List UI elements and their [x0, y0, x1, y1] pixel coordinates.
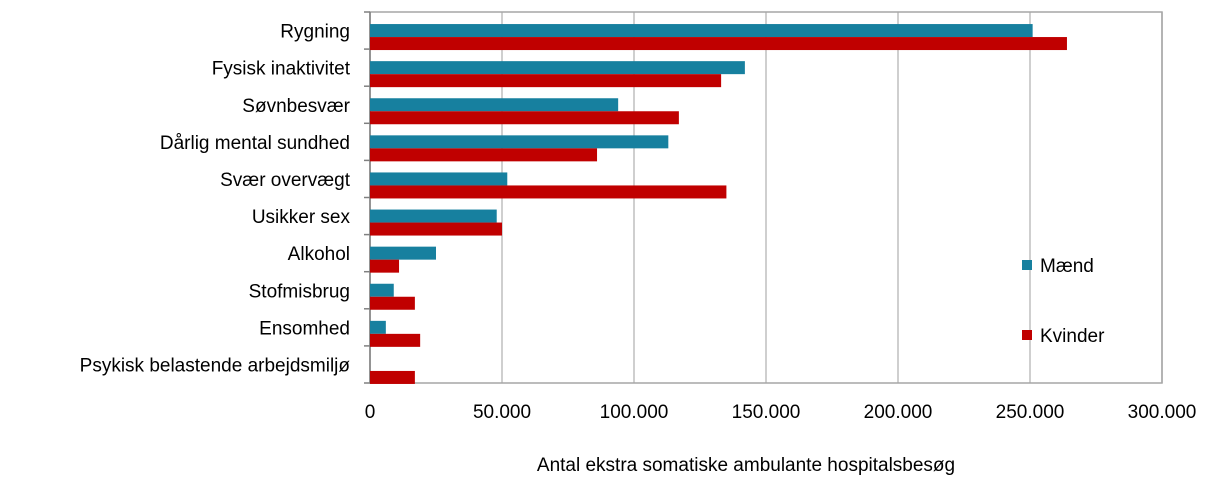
- y-tick-label: Fysisk inaktivitet: [212, 59, 351, 80]
- x-tick-label: 200.000: [864, 402, 933, 423]
- bar: [370, 222, 502, 236]
- x-tick-label: 50.000: [473, 402, 531, 423]
- x-tick-label: 0: [365, 402, 376, 423]
- y-tick-label: Alkohol: [288, 244, 350, 265]
- y-tick-label: Usikker sex: [252, 207, 351, 228]
- bar: [370, 283, 394, 297]
- bar: [370, 61, 745, 75]
- bar: [370, 370, 415, 384]
- bar: [370, 209, 497, 223]
- bar: [370, 148, 598, 162]
- bar: [370, 74, 722, 88]
- y-tick-label: Stofmisbrug: [249, 281, 350, 302]
- legend-swatch: [1022, 260, 1032, 270]
- y-tick-label: Svær overvægt: [220, 170, 351, 191]
- bar: [370, 135, 669, 149]
- x-axis-title: Antal ekstra somatiske ambulante hospita…: [537, 455, 955, 476]
- y-tick-label: Ensomhed: [259, 318, 350, 339]
- bar: [370, 111, 679, 125]
- bar: [370, 320, 386, 334]
- legend-swatch: [1022, 330, 1032, 340]
- y-tick-label: Dårlig mental sundhed: [160, 133, 350, 154]
- bar: [370, 185, 727, 199]
- bar: [370, 246, 436, 260]
- bar: [370, 259, 400, 273]
- legend-label: Mænd: [1040, 256, 1094, 277]
- x-tick-label: 100.000: [600, 402, 669, 423]
- x-tick-label: 150.000: [732, 402, 801, 423]
- bar: [370, 37, 1067, 51]
- bar: [370, 296, 415, 310]
- bar: [370, 24, 1033, 38]
- bar: [370, 98, 619, 112]
- x-tick-label: 250.000: [996, 402, 1065, 423]
- x-tick-label: 300.000: [1128, 402, 1197, 423]
- legend-label: Kvinder: [1040, 326, 1105, 347]
- y-tick-label: Psykisk belastende arbejdsmiljø: [80, 355, 351, 376]
- y-tick-label: Rygning: [280, 22, 350, 43]
- bar: [370, 172, 508, 186]
- y-tick-label: Søvnbesvær: [242, 96, 350, 117]
- bar: [370, 333, 421, 347]
